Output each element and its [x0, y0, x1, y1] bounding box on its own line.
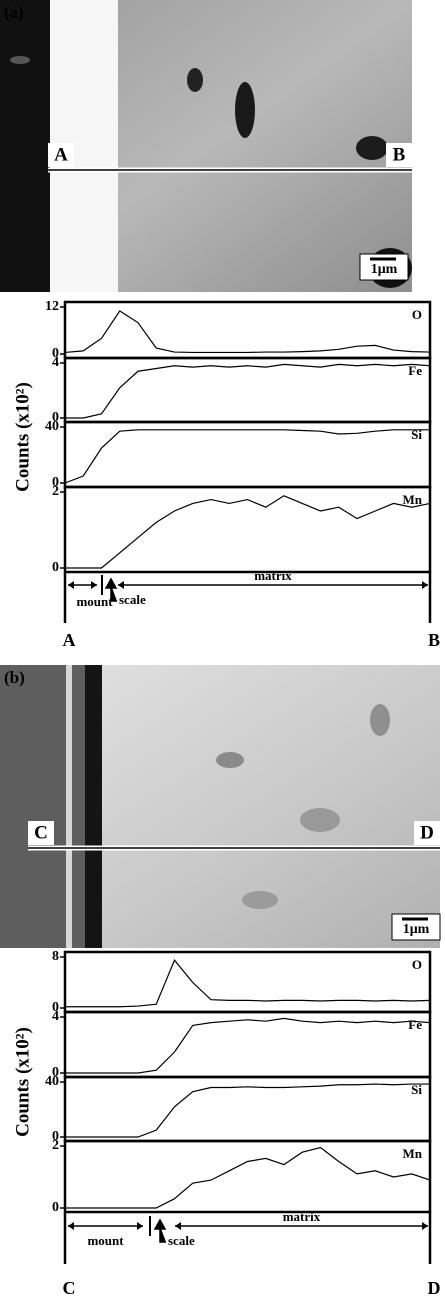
arrow-head [68, 1222, 74, 1230]
profile-line [65, 363, 431, 419]
y-tick-label: 12 [45, 299, 59, 314]
point-label-box [48, 143, 74, 167]
element-label: Mn [403, 492, 423, 507]
point-label-box [386, 143, 412, 167]
trace-frame [63, 950, 432, 1014]
point-label: D [420, 822, 434, 843]
element-label: Mn [403, 1146, 423, 1161]
element-label: O [412, 307, 422, 322]
point-label: C [34, 822, 48, 843]
region-label: matrix [254, 568, 292, 583]
end-label: A [63, 630, 76, 650]
element-label: O [412, 957, 422, 972]
y-tick-label: 40 [45, 419, 59, 434]
element-label: Si [411, 427, 422, 442]
region-label: mount [87, 1233, 124, 1248]
scale-bar-label: 1μm [371, 262, 398, 277]
y-axis-title: Counts (x10²) [12, 382, 33, 492]
element-label: Fe [408, 363, 422, 378]
y-tick-label: 4 [52, 355, 59, 370]
scale-arrow [153, 1218, 167, 1243]
point-label-box [414, 821, 440, 845]
arrow-head [137, 1222, 143, 1230]
panel-label: (a) [4, 3, 24, 22]
y-tick-label: 0 [52, 1129, 59, 1144]
y-tick-label: 0 [52, 475, 59, 490]
arrow-head [422, 581, 428, 589]
profile-line [65, 1146, 431, 1209]
y-tick-label: 2 [52, 1138, 59, 1153]
arrow-head [91, 581, 97, 589]
y-axis-title: Counts (x10²) [12, 1027, 33, 1137]
element-label: Si [411, 1082, 422, 1097]
y-tick-label: 0 [52, 1200, 59, 1215]
scale-bar-label: 1μm [403, 922, 430, 937]
end-label: B [428, 630, 440, 650]
y-tick-label: 2 [52, 484, 59, 499]
y-tick-label: 8 [52, 949, 59, 964]
end-label: D [428, 1278, 441, 1298]
y-tick-label: 40 [45, 1074, 59, 1089]
y-tick-label: 0 [52, 1000, 59, 1015]
trace-frame [63, 356, 432, 424]
profile-line [64, 310, 431, 354]
y-tick-label: 0 [52, 410, 59, 425]
profile-line [65, 1083, 430, 1138]
profile-line [65, 495, 431, 569]
point-label-box [28, 821, 54, 845]
point-label: A [54, 144, 68, 165]
point-label: B [393, 144, 406, 165]
profile-line [65, 959, 431, 1008]
y-tick-label: 4 [52, 1009, 59, 1024]
micrograph-b [0, 665, 440, 948]
region-label: scale [168, 1233, 195, 1248]
arrow-head [118, 581, 124, 589]
arrow-head [175, 1222, 181, 1230]
end-label: C [63, 1278, 76, 1298]
arrow-head [422, 1222, 428, 1230]
region-label: scale [119, 592, 146, 607]
y-tick-label: 0 [52, 560, 59, 575]
region-label: mount [76, 594, 113, 609]
panel-label: (b) [4, 668, 25, 687]
profile-line [65, 1017, 431, 1074]
trace-frame [63, 1139, 432, 1214]
profile-line [64, 429, 430, 484]
arrow-head [68, 581, 74, 589]
trace-frame [63, 485, 432, 574]
y-tick-label: 0 [52, 1065, 59, 1080]
region-label: matrix [283, 1209, 321, 1224]
element-label: Fe [408, 1017, 422, 1032]
y-tick-label: 0 [52, 346, 59, 361]
scale-arrow [104, 577, 118, 602]
